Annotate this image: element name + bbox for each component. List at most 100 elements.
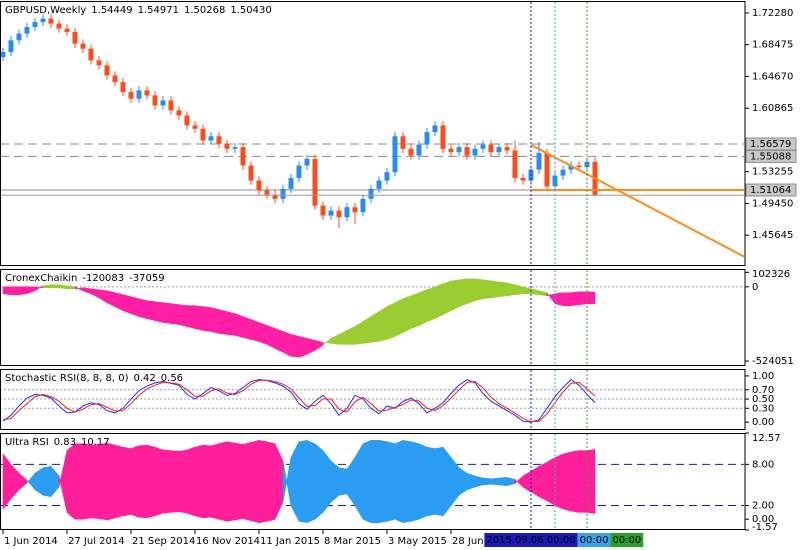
band-segment [2,286,12,296]
band-segment [170,303,180,325]
band-segment [258,439,268,524]
candle-body [48,18,54,24]
level-label: 1.55088 [750,151,791,162]
candle-body [496,147,502,153]
indicator-line [2,379,596,423]
time-label-box [577,533,611,547]
band-segment [378,306,388,342]
candle-body [504,147,510,151]
candle-body [344,207,350,218]
candle-body [192,125,198,129]
band-segment [82,443,92,520]
time-label: 00:00 [580,535,609,546]
candle-body [160,100,166,106]
band-segment [370,440,380,523]
candle-body [16,33,22,41]
band-segment [554,292,564,307]
candle-body [352,207,358,213]
band-segment [426,286,436,322]
title-text: GBPUSD,Weekly [5,5,86,16]
band-segment [322,449,332,514]
band-segment [178,304,188,327]
band-segment [202,306,212,332]
header-value: 1.54971 [138,5,179,16]
candle-body [328,210,334,216]
candle-body [200,128,206,141]
header-value: 1.54449 [91,5,132,16]
band-segment [194,444,204,519]
pane-title: GBPUSD,Weekly 1.54449 1.54971 1.50268 1.5043… [5,5,272,16]
band-segment [466,278,476,305]
candle-body [152,95,158,106]
header-value: 1.50268 [184,5,225,16]
candle-body [472,148,478,156]
band-segment [130,296,140,317]
candle-body [424,132,430,145]
band-segment [586,291,596,305]
candle-body [264,190,270,195]
band-segment [362,316,372,344]
band-segment [122,446,132,517]
candle-body [24,26,30,34]
band-segment [418,289,428,326]
band-segment [106,442,116,521]
band-segment [386,302,396,340]
band-segment [562,292,572,306]
band-segment [10,286,20,296]
band-segment [58,284,68,290]
candle-body [488,144,494,153]
y-tick-label: -524051 [752,356,794,367]
band-segment [138,444,148,519]
candle-body [368,188,374,199]
band-segment [18,286,28,296]
time-label: 00:00 [612,535,641,546]
candle-body [72,31,78,44]
band-segment [186,305,196,329]
band-segment [114,444,124,519]
candle-body [240,147,246,166]
candle-body [384,172,390,181]
band-segment [66,443,76,520]
candle-body [248,165,254,181]
band-segment [250,439,260,524]
y-tick-label: 0 [752,282,758,293]
candle-body [536,152,542,170]
band-segment [426,446,436,517]
candle-body [136,90,142,99]
band-segment [578,450,588,513]
pane [1,378,744,423]
level-label-box [745,183,797,197]
candle-body [360,198,366,213]
candle-body [544,152,550,187]
level-label: 1.56579 [750,139,791,150]
candle-body [408,148,414,156]
candle-body [80,43,86,49]
band-segment [202,444,212,519]
indicator-line [2,378,596,423]
candle-body [320,205,326,216]
band-segment [554,453,564,510]
candle-body [584,161,590,168]
band-segment [498,281,508,298]
band-segment [474,278,484,302]
title-value: -120083 [82,273,124,284]
candle-body [216,136,222,144]
candle-body [32,21,38,27]
y-tick-label: 0.30 [752,403,774,414]
band-segment [490,280,500,299]
y-tick-label: 1.64670 [752,71,793,82]
candle-body [288,178,294,189]
band-segment [298,336,308,358]
title-text: CronexChaikin [5,273,77,284]
x-tick-label: 21 Sep 2014 [132,536,195,547]
y-tick-label: 1.60865 [752,103,793,114]
y-tick-label: 0.70 [752,385,774,396]
title-text: Stochastic RSI(8, 8, 8, 0) [5,373,129,384]
candle-body [272,194,278,199]
x-tick-label: 11 Jan 2015 [260,536,320,547]
band-segment [442,280,452,316]
pane [1,14,744,258]
y-tick-label: 0.00 [752,417,774,428]
band-segment [226,311,236,336]
